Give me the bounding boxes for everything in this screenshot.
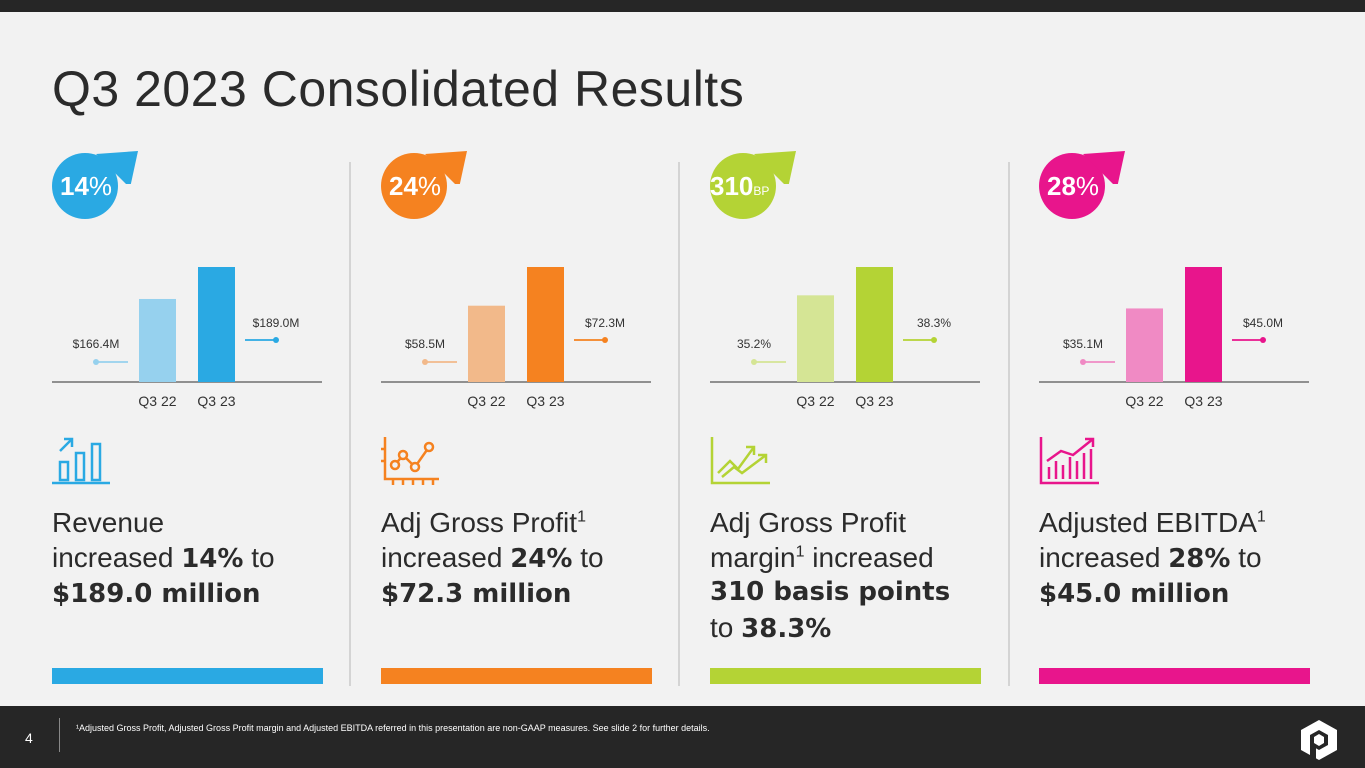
data-label: $45.0M [1243, 316, 1283, 330]
growth-badge: 14% [52, 140, 152, 220]
value-marker-dot [602, 337, 608, 343]
revenue-description: Revenue increased 14% to $189.0 million [52, 507, 275, 609]
badge-arrow-icon [1083, 151, 1125, 184]
chart-bar [527, 267, 564, 382]
bar-chart-svg: Q3 22 Q3 23 $166.4M $189.0M [52, 267, 322, 409]
badge-value: 310BP [710, 171, 770, 201]
data-label: $72.3M [585, 316, 625, 330]
footnote: ¹Adjusted Gross Profit, Adjusted Gross P… [76, 723, 710, 733]
histogram-growth-icon [1039, 437, 1099, 485]
page-number: 4 [25, 730, 33, 746]
x-tick-label: Q3 23 [855, 393, 893, 409]
value-marker-dot [93, 359, 99, 365]
panel-color-bar [52, 668, 323, 684]
revenue-panel: 14% Q3 22 Q3 23 $166.4M $189.0M Revenue inc… [52, 140, 342, 690]
gross-profit-description: Adj Gross Profit1 increased 24% to $72.3… [381, 507, 604, 609]
chart-bar [1126, 308, 1163, 382]
x-tick-label: Q3 22 [1125, 393, 1163, 409]
x-tick-label: Q3 22 [138, 393, 176, 409]
chart-bar [856, 267, 893, 382]
growth-badge: 28% [1039, 140, 1139, 220]
gross-margin-panel: 310BP Q3 22 Q3 23 35.2% 38.3% Adj Gross Pro… [710, 140, 1000, 690]
gross-margin-chart: Q3 22 Q3 23 35.2% 38.3% [710, 240, 990, 420]
badge-value: 14% [60, 171, 113, 201]
chart-bar [468, 305, 505, 382]
gross-profit-panel: 24% Q3 22 Q3 23 $58.5M $72.3M Adj Gross Pro… [381, 140, 671, 690]
gross-profit-chart: Q3 22 Q3 23 $58.5M $72.3M [381, 240, 661, 420]
badge-value: 24% [389, 171, 442, 201]
divider-2 [678, 162, 680, 686]
revenue-chart: Q3 22 Q3 23 $166.4M $189.0M [52, 240, 332, 420]
chart-bar [139, 298, 176, 382]
chart-bar [1185, 267, 1222, 382]
badge-value: 28% [1047, 171, 1100, 201]
value-marker-dot [931, 337, 937, 343]
x-tick-label: Q3 23 [197, 393, 235, 409]
gross-margin-description: Adj Gross Profit margin1 increased 310 b… [710, 507, 951, 644]
growth-badge: 24% [381, 140, 481, 220]
divider-1 [349, 162, 351, 686]
x-tick-label: Q3 23 [526, 393, 564, 409]
chart-bar [198, 267, 235, 382]
growth-badge: 310BP [710, 140, 810, 220]
ebitda-description: Adjusted EBITDA1 increased 28% to $45.0 … [1039, 507, 1266, 609]
bar-chart-svg: Q3 22 Q3 23 $58.5M $72.3M [381, 267, 651, 409]
panel-color-bar [1039, 668, 1310, 684]
top-bar [0, 0, 1365, 12]
value-marker-dot [273, 337, 279, 343]
divider-3 [1008, 162, 1010, 686]
data-label: $35.1M [1063, 337, 1103, 351]
footer-bar: 4 ¹Adjusted Gross Profit, Adjusted Gross… [0, 706, 1365, 768]
line-chart-icon [381, 437, 439, 485]
company-logo-icon [1301, 720, 1337, 760]
bar-chart-svg: Q3 22 Q3 23 $35.1M $45.0M [1039, 267, 1309, 409]
data-label: 35.2% [737, 337, 771, 351]
footer-separator [59, 718, 60, 752]
data-label: $166.4M [73, 337, 120, 351]
value-marker-dot [422, 359, 428, 365]
value-marker-dot [751, 359, 757, 365]
bar-chart-growth-icon [52, 437, 110, 485]
badge-arrow-icon [754, 151, 796, 184]
data-label: $58.5M [405, 337, 445, 351]
panel-color-bar [710, 668, 981, 684]
data-label: $189.0M [253, 316, 300, 330]
badge-arrow-icon [425, 151, 467, 184]
panel-color-bar [381, 668, 652, 684]
value-marker-dot [1260, 337, 1266, 343]
chart-bar [797, 295, 834, 382]
badge-arrow-icon [96, 151, 138, 184]
trend-arrows-icon [710, 437, 770, 485]
x-tick-label: Q3 22 [467, 393, 505, 409]
bar-chart-svg: Q3 22 Q3 23 35.2% 38.3% [710, 267, 980, 409]
data-label: 38.3% [917, 316, 951, 330]
x-tick-label: Q3 23 [1184, 393, 1222, 409]
ebitda-panel: 28% Q3 22 Q3 23 $35.1M $45.0M Adjusted EBIT… [1039, 140, 1329, 690]
page-title: Q3 2023 Consolidated Results [52, 61, 745, 117]
x-tick-label: Q3 22 [796, 393, 834, 409]
ebitda-chart: Q3 22 Q3 23 $35.1M $45.0M [1039, 240, 1319, 420]
value-marker-dot [1080, 359, 1086, 365]
